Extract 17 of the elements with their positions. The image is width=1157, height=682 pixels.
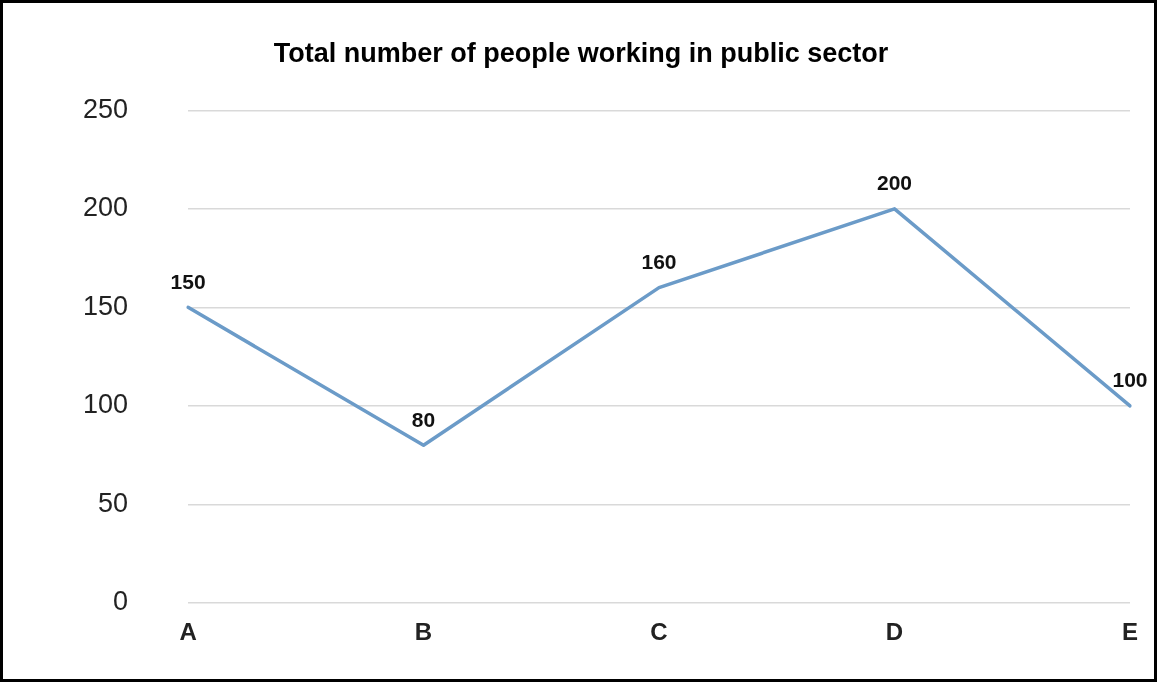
data-label: 200	[876, 171, 913, 195]
y-tick-label: 150	[82, 290, 129, 321]
y-tick-label: 50	[98, 487, 129, 518]
x-tick-label: E	[1121, 617, 1138, 645]
x-tick-label: A	[179, 617, 197, 645]
data-label: 150	[170, 269, 206, 293]
y-tick-label: 0	[113, 586, 129, 617]
x-tick-label: C	[650, 617, 668, 645]
data-label: 160	[641, 249, 677, 273]
data-label: 80	[411, 407, 436, 431]
x-tick-label: B	[414, 617, 433, 645]
y-tick-label: 200	[82, 192, 129, 223]
y-tick-label: 100	[82, 389, 129, 420]
x-tick-label: D	[885, 617, 904, 645]
data-label: 100	[1112, 368, 1148, 392]
chart-title: Total number of people working in public sector	[273, 37, 889, 68]
y-tick-label: 250	[82, 93, 129, 124]
